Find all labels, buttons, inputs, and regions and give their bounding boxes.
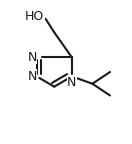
Text: HO: HO: [25, 10, 44, 23]
Text: N: N: [67, 76, 77, 89]
Text: N: N: [27, 51, 37, 64]
Text: N: N: [27, 70, 37, 83]
